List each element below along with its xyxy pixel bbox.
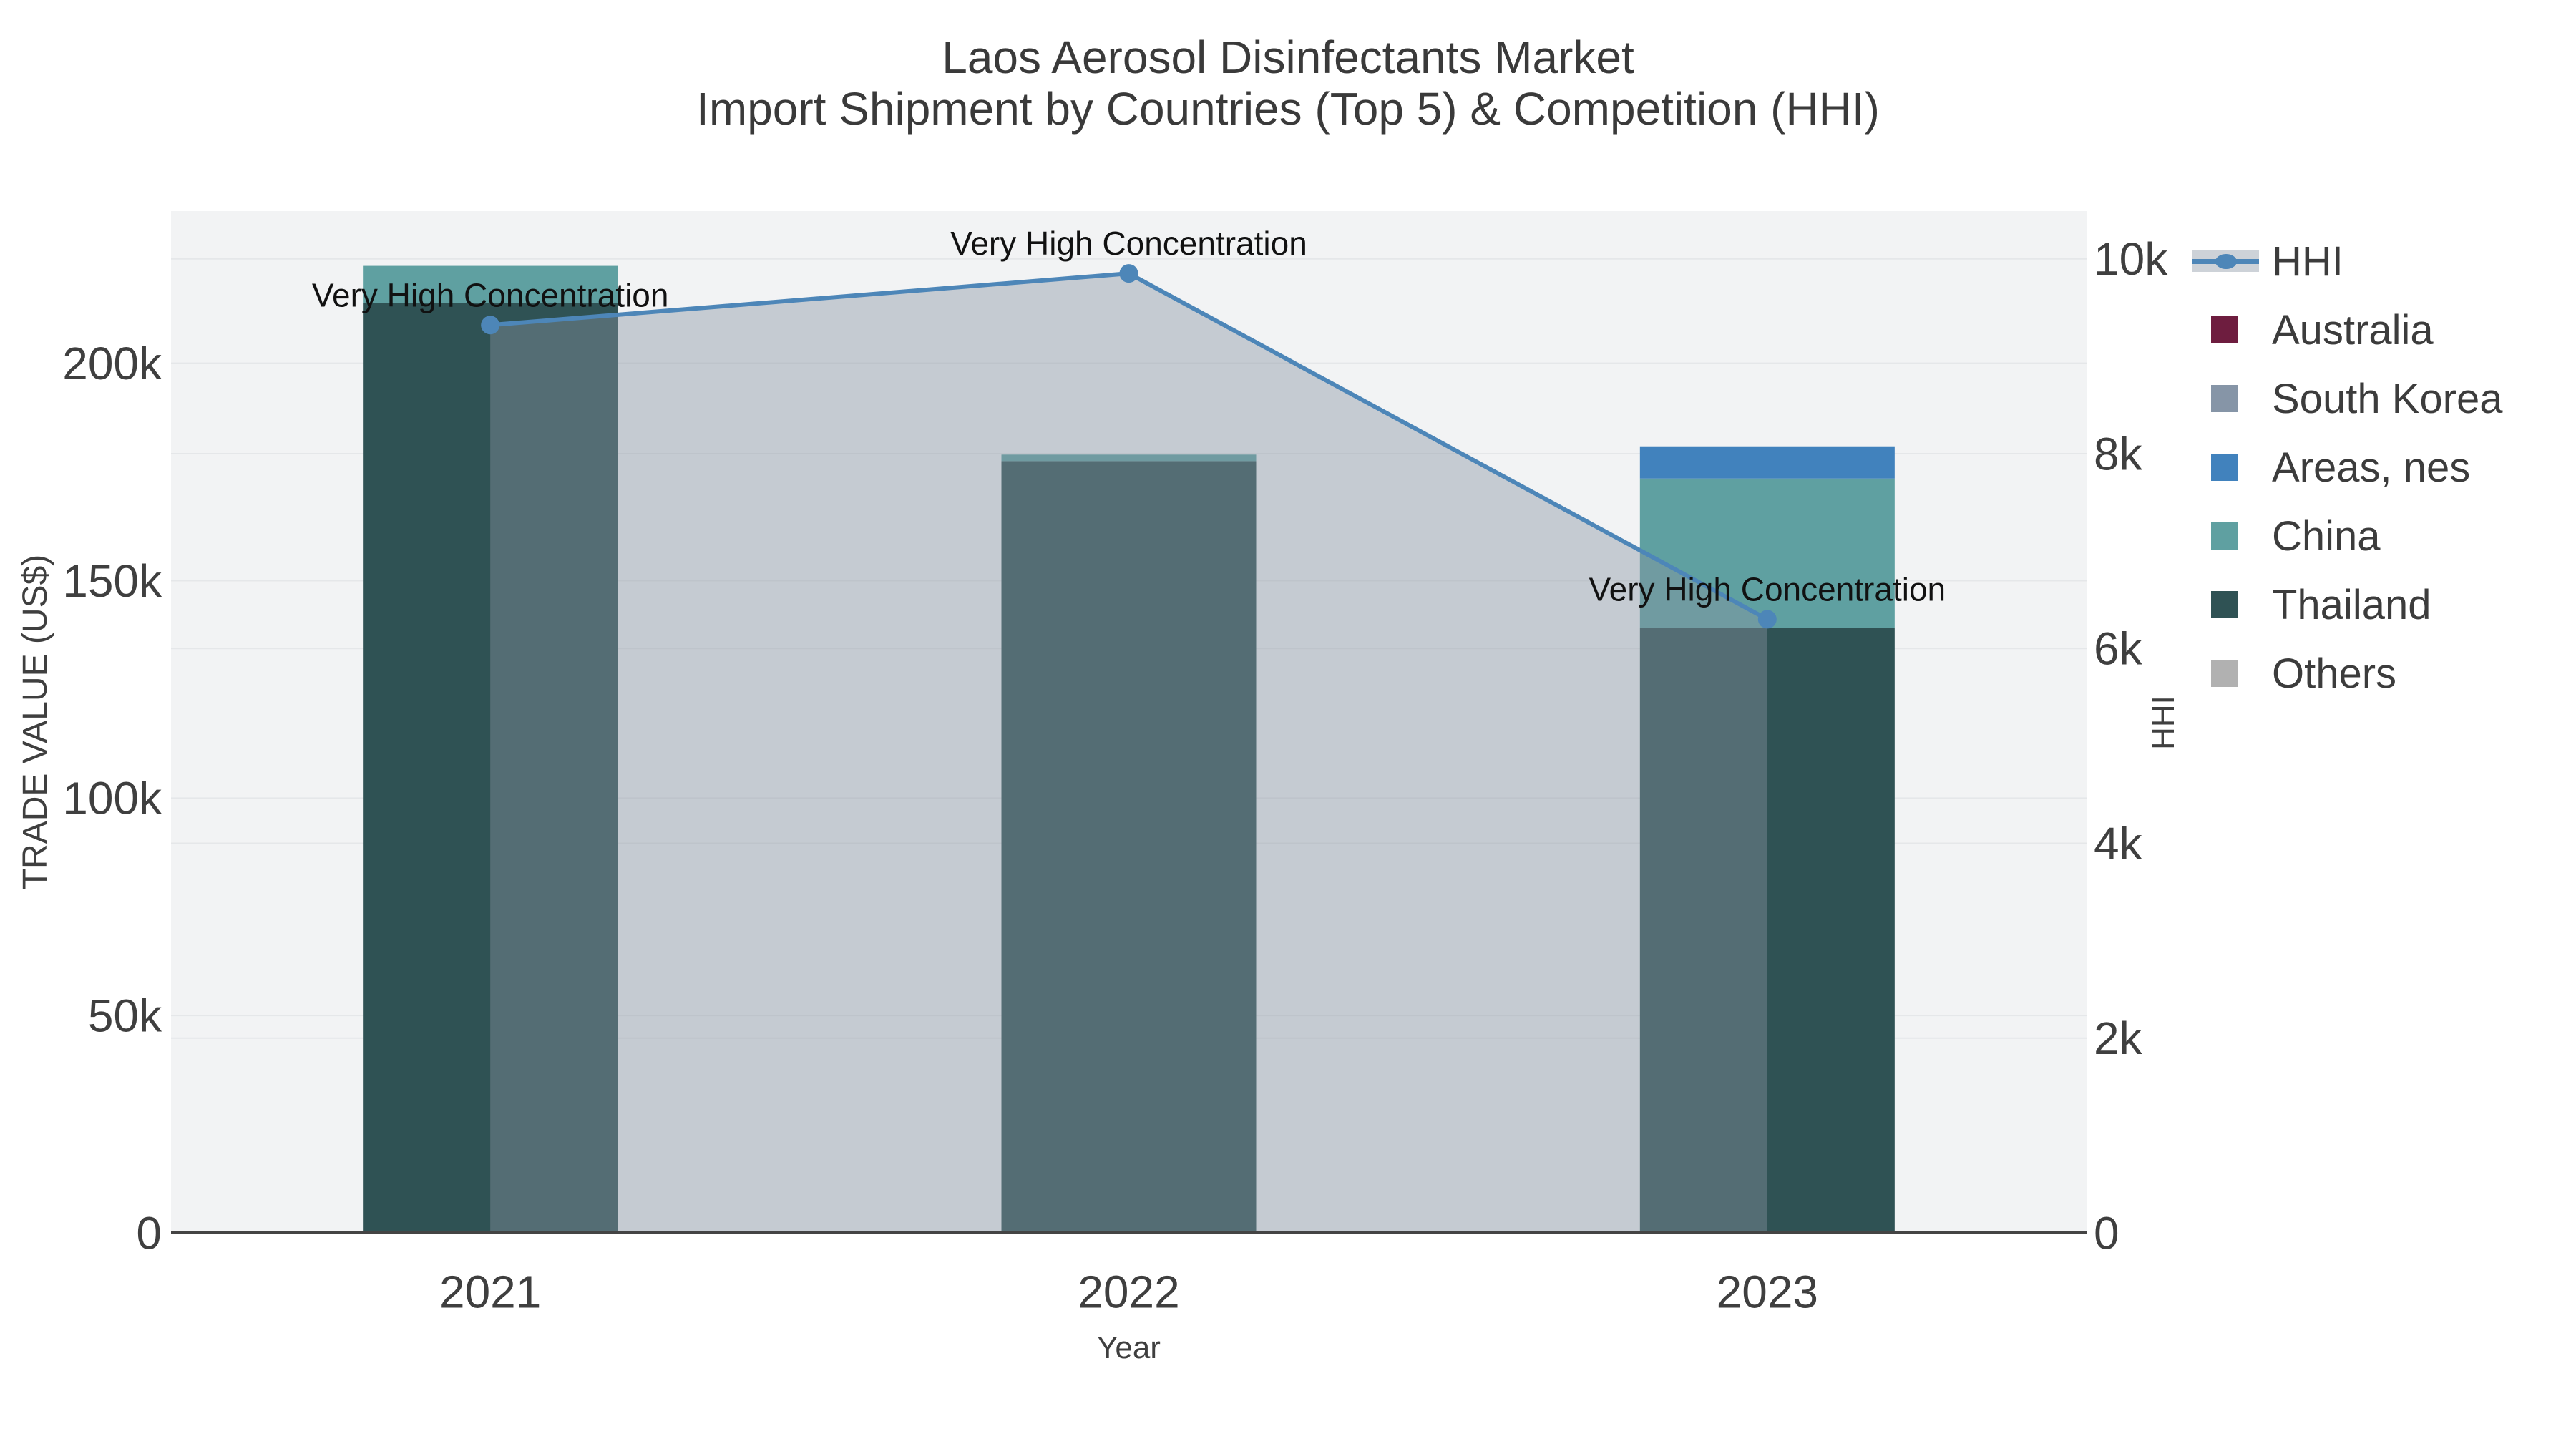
- chart-title: Laos Aerosol Disinfectants Market: [942, 31, 1634, 83]
- legend-label-china: China: [2272, 512, 2381, 560]
- chart-subtitle: Import Shipment by Countries (Top 5) & C…: [696, 83, 1880, 135]
- swatch-australia: [2211, 316, 2238, 343]
- legend-label-others: Others: [2272, 650, 2397, 697]
- bar-segment-china-2023: [1639, 478, 1895, 628]
- legend-label-areas-nes: Areas, nes: [2272, 444, 2471, 491]
- x-tick-2023: 2023: [1717, 1266, 1818, 1317]
- x-tick-2022: 2022: [1078, 1266, 1179, 1317]
- hhi-marker-sample: [2215, 254, 2237, 269]
- hhi-line-sample-icon: [2192, 227, 2272, 296]
- hhi-area-fill: [490, 273, 1767, 1233]
- y-right-tick-0: 0: [2094, 1207, 2119, 1259]
- legend-label-thailand: Thailand: [2272, 581, 2431, 628]
- hhi-marker-2023: [1757, 610, 1777, 629]
- bar-segment-thailand-2022: [1001, 461, 1257, 1233]
- legend-item-china[interactable]: China: [2192, 502, 2502, 570]
- swatch-others: [2211, 660, 2238, 687]
- legend-item-hhi[interactable]: HHI: [2192, 227, 2502, 296]
- annotation-2021: Very High Concentration: [312, 276, 669, 313]
- bar-segment-china-2022: [1001, 454, 1257, 462]
- y-left-tick-150k: 150k: [62, 555, 162, 607]
- legend-swatch-areas-nes-icon: [2192, 433, 2272, 502]
- hhi-marker-2022: [1119, 264, 1138, 283]
- y-left-tick-50k: 50k: [88, 990, 162, 1042]
- legend: HHI Australia South Korea Areas, nes China Th…: [2192, 227, 2502, 708]
- y-left-axis-title: TRADE VALUE (US$): [16, 555, 54, 890]
- legend-swatch-china-icon: [2192, 502, 2272, 570]
- title-block: Laos Aerosol Disinfectants Market Import…: [0, 31, 2576, 135]
- legend-item-thailand[interactable]: Thailand: [2192, 570, 2502, 639]
- swatch-areas-nes: [2211, 454, 2238, 481]
- y-left-tick-100k: 100k: [62, 773, 162, 824]
- y-right-tick-6k: 6k: [2094, 623, 2143, 675]
- legend-label-hhi: HHI: [2272, 238, 2343, 285]
- legend-swatch-australia-icon: [2192, 296, 2272, 364]
- y-left-tick-200k: 200k: [62, 338, 162, 389]
- x-axis-title: Year: [1097, 1330, 1161, 1365]
- legend-swatch-others-icon: [2192, 639, 2272, 708]
- legend-label-south-korea: South Korea: [2272, 375, 2503, 422]
- y-left-tick-0: 0: [136, 1207, 162, 1259]
- swatch-south-korea: [2211, 385, 2238, 412]
- swatch-thailand: [2211, 591, 2238, 618]
- legend-item-australia[interactable]: Australia: [2192, 296, 2502, 364]
- y-right-tick-8k: 8k: [2094, 428, 2143, 479]
- annotation-2022: Very High Concentration: [950, 225, 1307, 262]
- bar-segment-thailand-2023: [1639, 628, 1895, 1233]
- legend-swatch-south-korea-icon: [2192, 364, 2272, 433]
- legend-item-others[interactable]: Others: [2192, 639, 2502, 708]
- hhi-marker-2021: [481, 316, 500, 335]
- y-right-tick-4k: 4k: [2094, 818, 2143, 869]
- legend-swatch-thailand-icon: [2192, 570, 2272, 639]
- y-right-tick-10k: 10k: [2094, 233, 2168, 285]
- bar-segment-areas-nes-2023: [1639, 446, 1895, 479]
- bar-segment-china-2021: [363, 265, 618, 303]
- legend-item-areas-nes[interactable]: Areas, nes: [2192, 433, 2502, 502]
- annotation-2023: Very High Concentration: [1589, 570, 1946, 608]
- x-tick-2021: 2021: [439, 1266, 541, 1317]
- bar-segment-thailand-2021: [363, 303, 618, 1233]
- y-right-tick-2k: 2k: [2094, 1013, 2143, 1064]
- legend-label-australia: Australia: [2272, 306, 2434, 353]
- legend-item-south-korea[interactable]: South Korea: [2192, 364, 2502, 433]
- y-right-axis-title: HHI: [2146, 696, 2181, 750]
- swatch-china: [2211, 522, 2238, 550]
